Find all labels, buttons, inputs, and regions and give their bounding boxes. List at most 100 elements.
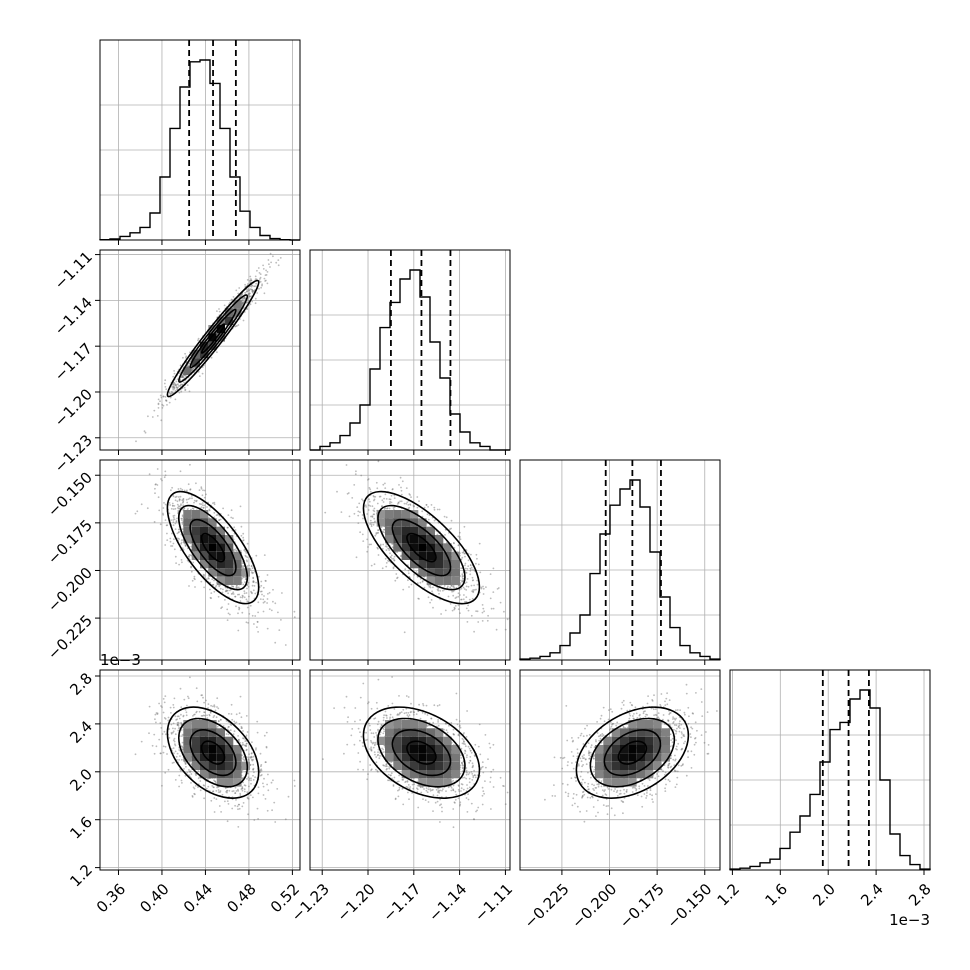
scatter-point [265, 746, 268, 749]
panel-3-1 [309, 669, 511, 875]
scatter-point [194, 713, 196, 716]
scatter-point [179, 755, 181, 757]
scatter-point [178, 749, 181, 751]
scatter-point [251, 759, 254, 762]
scatter-point [444, 609, 447, 612]
scatter-point [464, 749, 466, 752]
panel-1-0 [95, 249, 301, 455]
scatter-point [393, 555, 396, 558]
scatter-point [215, 585, 218, 587]
scatter-point [161, 407, 164, 409]
scatter-point [224, 800, 226, 803]
scatter-point [155, 483, 157, 486]
scatter-point [260, 286, 262, 289]
scatter-point [236, 805, 239, 808]
scatter-point [403, 631, 406, 634]
scatter-point [182, 504, 185, 507]
scatter-point [174, 733, 177, 736]
scatter-point [480, 587, 483, 590]
scatter-point [382, 543, 385, 546]
scatter-point [241, 742, 244, 744]
scatter-point [218, 805, 221, 807]
scatter-point [481, 803, 484, 806]
scatter-point [430, 504, 433, 506]
scatter-point [469, 749, 472, 752]
scatter-point [222, 588, 224, 591]
scatter-point [195, 774, 197, 777]
scatter-point [235, 790, 238, 792]
scatter-point [459, 804, 461, 807]
scatter-point [482, 585, 484, 588]
scatter-point [238, 593, 241, 596]
scatter-point [357, 752, 360, 754]
scatter-point [185, 356, 187, 359]
scatter-point [259, 590, 262, 593]
scatter-point [459, 594, 461, 596]
scatter-point [174, 499, 177, 502]
scatter-point [266, 602, 268, 604]
scatter-point [199, 780, 202, 782]
scatter-point [223, 304, 226, 307]
scatter-point [172, 519, 175, 521]
scatter-point [372, 746, 375, 749]
scatter-point [473, 584, 475, 587]
scatter-point [158, 509, 161, 512]
scatter-point [425, 787, 428, 789]
scatter-point [228, 725, 230, 728]
scatter-point [226, 526, 229, 529]
scatter-point [488, 742, 491, 745]
scatter-point [227, 733, 230, 736]
density-block [233, 576, 242, 585]
scatter-point [472, 568, 474, 571]
scatter-point [433, 506, 436, 509]
scatter-point [256, 807, 259, 810]
scatter-point [164, 718, 167, 720]
scatter-point [188, 555, 191, 558]
scatter-point [379, 495, 382, 498]
scatter-point [468, 598, 471, 601]
scatter-point [155, 721, 157, 724]
scatter-point [465, 777, 468, 780]
scatter-point [468, 777, 471, 780]
scatter-point [262, 785, 265, 788]
scatter-point [158, 702, 161, 705]
scatter-point [162, 711, 165, 714]
scatter-point [165, 399, 168, 402]
scatter-point [195, 710, 198, 713]
scatter-point [379, 755, 381, 757]
scatter-point [182, 356, 184, 359]
scatter-point [373, 717, 375, 720]
scatter-point [371, 505, 374, 508]
scatter-point [242, 539, 244, 542]
scatter-point [467, 773, 470, 776]
scatter-point [346, 492, 349, 495]
scatter-point [164, 503, 167, 506]
scatter-point [415, 713, 418, 715]
scatter-point [371, 742, 374, 745]
scatter-point [457, 544, 460, 546]
scatter-point [260, 769, 263, 772]
scatter-point [193, 577, 196, 580]
scatter-point [366, 538, 369, 541]
scatter-point [205, 493, 207, 496]
scatter-point [246, 587, 248, 590]
scatter-point [170, 489, 172, 492]
scatter-point [457, 604, 460, 607]
scatter-point [383, 728, 385, 731]
scatter-point [365, 731, 367, 734]
scatter-point [372, 523, 375, 526]
scatter-point [206, 714, 208, 717]
scatter-point [451, 609, 454, 612]
scatter-point [246, 289, 249, 292]
scatter-point [232, 591, 235, 594]
scatter-point [432, 721, 435, 724]
scatter-point [367, 546, 369, 548]
scatter-point [248, 753, 251, 755]
scatter-point [172, 704, 175, 706]
scatter-point [252, 774, 254, 777]
scatter-point [457, 797, 460, 800]
scatter-point [239, 549, 242, 552]
scatter-point [263, 292, 266, 295]
scatter-point [376, 487, 379, 490]
panel-frame [99, 249, 301, 451]
